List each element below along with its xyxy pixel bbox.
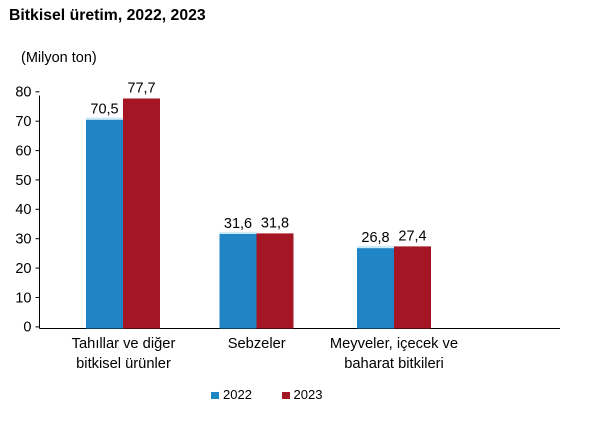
svg-text:27,4: 27,4 — [398, 228, 426, 244]
svg-text:70: 70 — [15, 114, 31, 130]
svg-text:30: 30 — [15, 232, 31, 248]
svg-text:50: 50 — [15, 173, 31, 189]
svg-text:31,8: 31,8 — [261, 215, 289, 231]
svg-text:80: 80 — [15, 85, 31, 101]
svg-text:77,7: 77,7 — [127, 81, 155, 97]
svg-text:40: 40 — [15, 202, 31, 218]
svg-text:26,8: 26,8 — [361, 230, 389, 246]
svg-text:70,5: 70,5 — [90, 102, 118, 118]
svg-text:31,6: 31,6 — [224, 216, 252, 232]
svg-text:20: 20 — [15, 261, 31, 277]
svg-text:0: 0 — [23, 320, 31, 336]
svg-text:10: 10 — [15, 290, 31, 306]
svg-text:60: 60 — [15, 143, 31, 159]
